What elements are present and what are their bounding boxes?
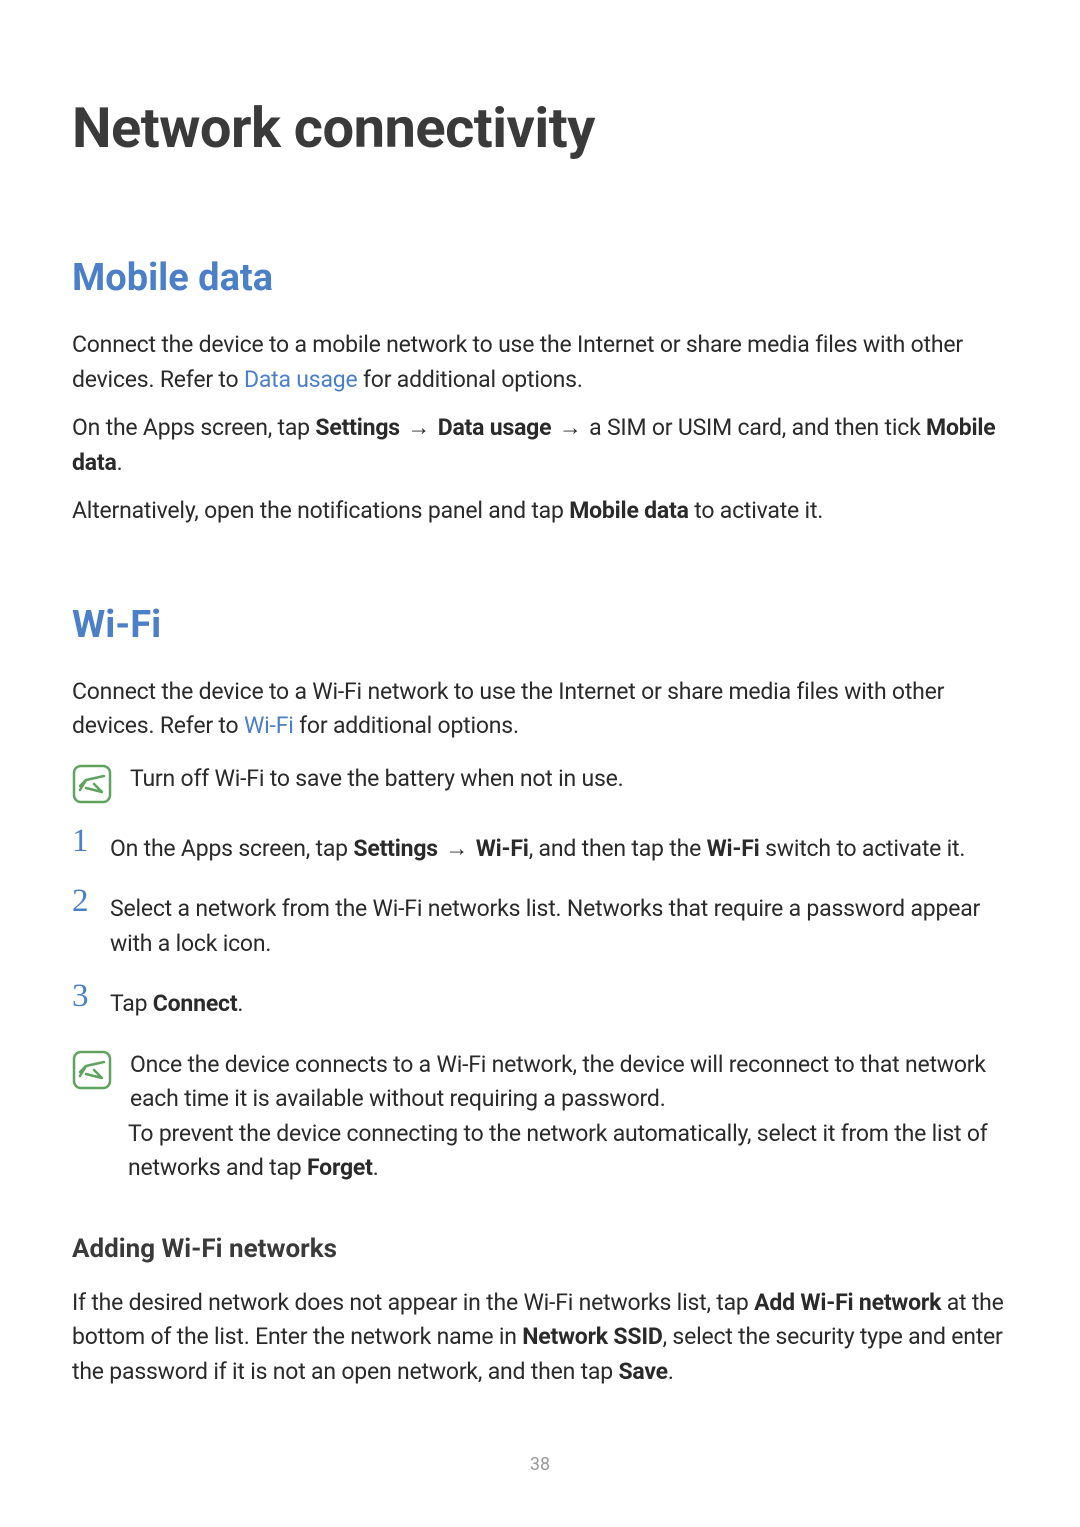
step-item-2: 2 Select a network from the Wi-Fi networ… [72,892,1008,961]
section-heading-mobile-data: Mobile data [72,256,1008,300]
note-text: To prevent the device connecting to the … [128,1117,1008,1186]
label-add-wifi-network: Add Wi-Fi network [754,1289,941,1316]
note-icon [72,764,112,804]
mobile-data-paragraph-2: On the Apps screen, tap Settings → Data … [72,411,1008,480]
wifi-paragraph-1: Connect the device to a Wi-Fi network to… [72,675,1008,744]
text: to activate it. [689,497,823,524]
label-connect: Connect [153,990,238,1017]
adding-wifi-paragraph: If the desired network does not appear i… [72,1286,1008,1390]
page-number: 38 [0,1454,1080,1475]
note-block: Turn off Wi-Fi to save the battery when … [72,762,1008,804]
text: Alternatively, open the notifications pa… [72,497,569,524]
label-wifi: Wi-Fi [707,835,760,862]
text: On the Apps screen, tap [110,835,353,862]
step-number: 2 [72,883,89,920]
label-forget: Forget [307,1154,373,1181]
label-network-ssid: Network SSID [522,1323,662,1350]
text: for additional options. [357,366,582,393]
text: On the Apps screen, tap [72,414,315,441]
label-mobile-data: Mobile data [569,497,689,524]
note-block: Once the device connects to a Wi-Fi netw… [72,1048,1008,1117]
arrow-icon: → [438,835,476,862]
text: a SIM or USIM card, and then tick [589,414,926,441]
text: . [373,1154,379,1181]
note-text: Turn off Wi-Fi to save the battery when … [130,762,624,797]
step-text: On the Apps screen, tap Settings → Wi-Fi… [110,832,1008,867]
text: . [668,1358,674,1385]
link-wifi[interactable]: Wi-Fi [244,712,294,739]
arrow-icon: → [400,414,438,441]
text: Tap [110,990,153,1017]
note-icon [72,1050,112,1090]
text: , and then tap the [529,835,707,862]
label-data-usage: Data usage [438,414,552,441]
step-text: Tap Connect. [110,987,1008,1022]
step-number: 1 [72,823,89,860]
step-number: 3 [72,978,89,1015]
label-settings: Settings [353,835,437,862]
mobile-data-paragraph-1: Connect the device to a mobile network t… [72,328,1008,397]
arrow-icon: → [551,414,589,441]
text: for additional options. [294,712,519,739]
step-item-1: 1 On the Apps screen, tap Settings → Wi-… [72,832,1008,867]
label-settings: Settings [315,414,399,441]
text: To prevent the device connecting to the … [128,1120,988,1182]
section-heading-wifi: Wi-Fi [72,603,1008,647]
label-save: Save [618,1358,667,1385]
note-text: Once the device connects to a Wi-Fi netw… [130,1048,1008,1117]
text: . [237,990,243,1017]
step-text: Select a network from the Wi-Fi networks… [110,892,1008,961]
wifi-steps-list: 1 On the Apps screen, tap Settings → Wi-… [72,832,1008,1022]
note-continuation: To prevent the device connecting to the … [72,1117,1008,1186]
label-wifi: Wi-Fi [476,835,529,862]
text: switch to activate it. [760,835,966,862]
mobile-data-paragraph-3: Alternatively, open the notifications pa… [72,494,1008,529]
link-data-usage[interactable]: Data usage [244,366,358,393]
subsection-heading-adding-wifi: Adding Wi-Fi networks [72,1234,1008,1264]
text: . [117,449,123,476]
text: If the desired network does not appear i… [72,1289,754,1316]
step-item-3: 3 Tap Connect. [72,987,1008,1022]
page-title: Network connectivity [72,95,1008,161]
